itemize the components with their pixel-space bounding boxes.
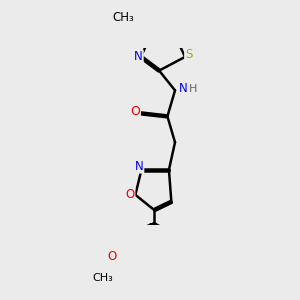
Text: N: N: [134, 50, 143, 63]
Text: CH₃: CH₃: [112, 11, 134, 24]
Text: O: O: [130, 105, 140, 118]
Text: O: O: [107, 250, 116, 262]
Text: CH₃: CH₃: [92, 272, 113, 283]
Text: O: O: [125, 188, 134, 201]
Text: N: N: [135, 160, 143, 172]
Text: N: N: [179, 82, 188, 95]
Text: H: H: [188, 84, 197, 94]
Text: S: S: [185, 48, 192, 61]
